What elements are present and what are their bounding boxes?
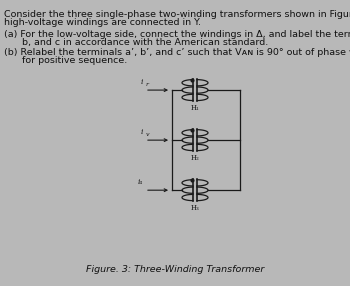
Text: i: i <box>140 128 143 136</box>
Text: b, and c in accordance with the American standard.: b, and c in accordance with the American… <box>4 38 268 47</box>
Text: (b) Relabel the terminals a’, b’, and c’ such that Vᴀɴ is 90° out of phase with : (b) Relabel the terminals a’, b’, and c’… <box>4 48 350 57</box>
Text: v: v <box>146 132 149 137</box>
Text: r: r <box>146 82 149 87</box>
Text: Figure. 3: Three-Winding Transformer: Figure. 3: Three-Winding Transformer <box>86 265 264 274</box>
Text: (a) For the low-voltage side, connect the windings in Δ, and label the terminals: (a) For the low-voltage side, connect th… <box>4 30 350 39</box>
Text: H₁: H₁ <box>190 104 199 112</box>
Text: high-voltage windings are connected in Y.: high-voltage windings are connected in Y… <box>4 18 201 27</box>
Text: i: i <box>140 78 143 86</box>
Text: for positive sequence.: for positive sequence. <box>4 56 127 65</box>
Text: H₃: H₃ <box>191 204 199 212</box>
Text: H₂: H₂ <box>191 154 199 162</box>
Text: Consider the three single-phase two-winding transformers shown in Figure. 3. The: Consider the three single-phase two-wind… <box>4 10 350 19</box>
Text: iₐ: iₐ <box>138 178 143 186</box>
